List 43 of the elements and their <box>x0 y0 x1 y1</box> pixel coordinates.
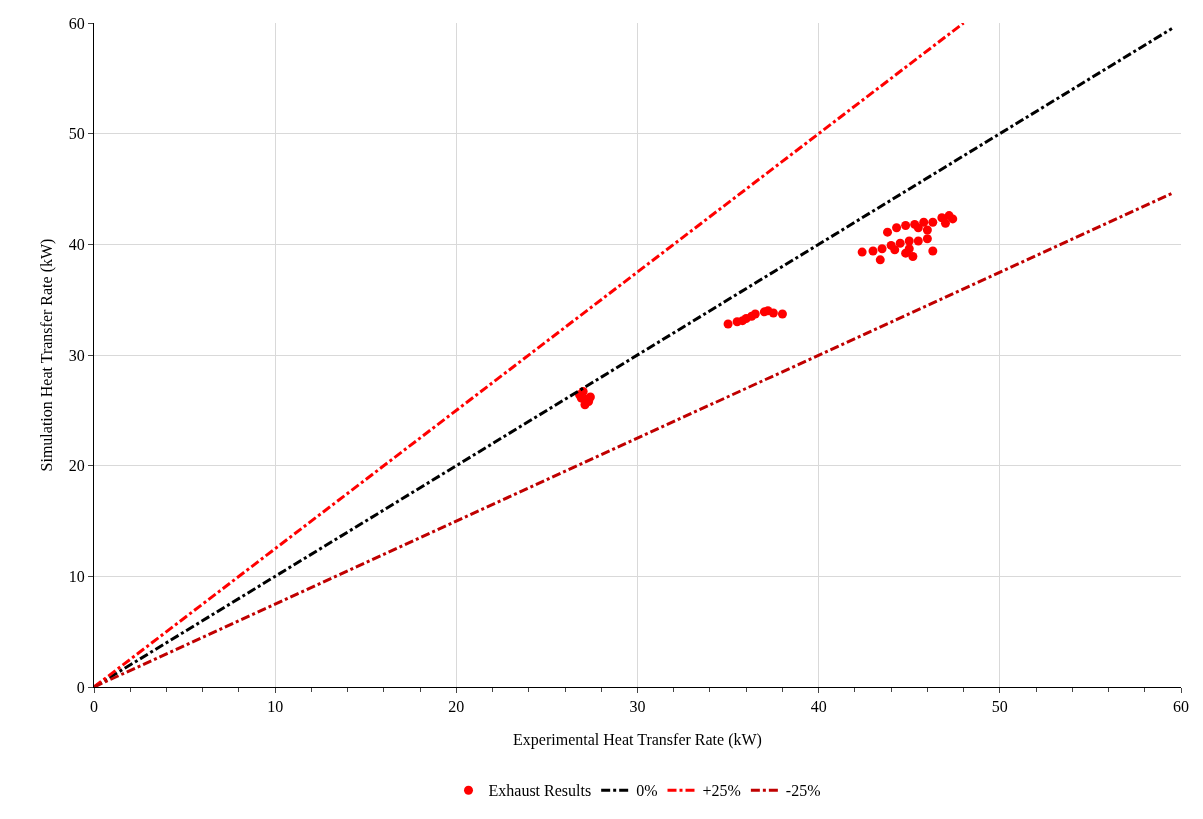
point <box>868 246 878 256</box>
x-tick-label: 40 <box>810 698 827 716</box>
x-tick-label: 30 <box>629 698 646 716</box>
point <box>875 255 885 265</box>
y-tick-label: 20 <box>68 457 85 475</box>
y-tick-label: 50 <box>68 125 85 143</box>
x-tick-label: 20 <box>448 698 465 716</box>
point <box>723 319 733 329</box>
point <box>928 246 938 256</box>
x-tick-label: 50 <box>991 698 1008 716</box>
point <box>895 238 905 248</box>
point <box>877 244 887 254</box>
y-axis-title: Simulation Heat Transfer Rate (kW) <box>38 238 56 472</box>
legend-label: -25% <box>785 782 821 800</box>
legend-label: +25% <box>702 782 741 800</box>
legend-label: 0% <box>636 782 658 800</box>
point <box>763 306 773 316</box>
point <box>922 234 932 244</box>
point <box>948 214 958 224</box>
x-tick-label: 60 <box>1173 698 1189 716</box>
point <box>890 245 900 255</box>
y-tick-label: 10 <box>68 567 85 585</box>
point <box>777 309 787 319</box>
point <box>908 252 918 262</box>
x-tick-label: 10 <box>267 698 284 716</box>
point <box>940 218 950 228</box>
point <box>913 236 923 246</box>
y-tick-label: 40 <box>68 235 85 253</box>
y-tick-label: 30 <box>68 346 85 364</box>
y-tick-label: 0 <box>76 678 85 696</box>
point <box>904 244 914 254</box>
point <box>919 217 929 227</box>
legend-label: Exhaust Results <box>488 782 592 800</box>
x-axis-title: Experimental Heat Transfer Rate (kW) <box>513 731 762 749</box>
point <box>883 227 893 237</box>
point <box>901 221 911 231</box>
point <box>892 223 902 233</box>
point <box>857 247 867 257</box>
point <box>928 217 938 227</box>
point <box>922 225 932 235</box>
y-tick-label: 60 <box>68 14 85 32</box>
point <box>913 223 923 233</box>
x-tick-label: 0 <box>90 698 98 716</box>
